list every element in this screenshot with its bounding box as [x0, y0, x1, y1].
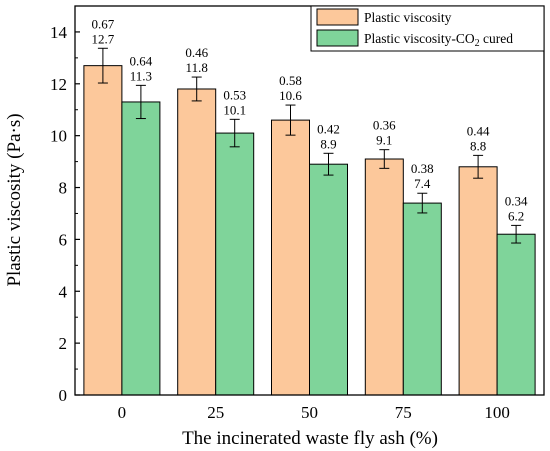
y-axis-title: Plastic viscosity (Pa·s) [4, 113, 25, 286]
legend-label-plastic-viscosity-co2-cured: Plastic viscosity-CO2 cured [364, 31, 513, 49]
bar-series2-50 [309, 163, 348, 396]
error-label-series2-100: 0.34 [505, 193, 528, 208]
x-axis-title: The incinerated waste fly ash (%) [182, 428, 438, 449]
error-label-series1-25: 0.46 [185, 45, 208, 60]
value-label-series2-0: 11.3 [130, 68, 152, 83]
x-tick-label-100: 100 [484, 403, 510, 422]
error-label-series2-75: 0.38 [411, 161, 434, 176]
y-tick-label-2: 2 [59, 334, 68, 353]
error-label-series2-25: 0.53 [223, 87, 246, 102]
bar-series1-25 [177, 88, 217, 396]
bar-series1-75 [364, 158, 404, 396]
plot-area: 0 2 4 6 8 10 12 14 0 12.70.67 11.30.64 25 11.80.46 10… [50, 16, 536, 422]
bar-series2-0 [121, 101, 161, 396]
error-label-series1-0: 0.67 [92, 16, 115, 31]
bar-series1-100 [458, 166, 498, 396]
error-label-series2-50: 0.42 [317, 121, 340, 136]
legend: Plastic viscosity Plastic viscosity-CO2 … [310, 5, 545, 52]
legend-swatch-plastic-viscosity-co2-cured [316, 29, 359, 47]
y-tick-label-0: 0 [59, 386, 68, 405]
bar-series2-100 [496, 233, 536, 396]
bar-series2-25 [215, 132, 255, 396]
value-label-series1-50: 10.6 [279, 88, 302, 103]
bar-series1-0 [83, 65, 123, 396]
legend-label-plastic-viscosity: Plastic viscosity [364, 10, 452, 25]
value-label-series1-0: 12.7 [92, 31, 115, 46]
x-tick-label-0: 0 [118, 403, 127, 422]
error-label-series1-75: 0.36 [373, 118, 396, 133]
x-tick-label-75: 75 [395, 403, 412, 422]
error-label-series2-0: 0.64 [130, 53, 153, 68]
x-tick-label-25: 25 [207, 403, 224, 422]
y-tick-label-6: 6 [59, 230, 68, 249]
value-label-series1-75: 9.1 [376, 133, 392, 148]
plot-frame [74, 5, 545, 396]
legend-label-main: Plastic viscosity-CO [364, 31, 475, 46]
value-label-series2-75: 7.4 [414, 176, 431, 191]
error-label-series1-100: 0.44 [467, 123, 490, 138]
value-label-series2-25: 10.1 [223, 102, 246, 117]
bar-series2-75 [402, 202, 442, 396]
value-label-series1-25: 11.8 [186, 60, 208, 75]
value-label-series2-100: 6.2 [508, 208, 524, 223]
legend-swatch-plastic-viscosity [316, 8, 359, 26]
y-tick-label-10: 10 [50, 127, 67, 146]
value-label-series2-50: 8.9 [320, 136, 336, 151]
error-label-series1-50: 0.58 [279, 73, 302, 88]
y-tick-label-12: 12 [50, 75, 67, 94]
y-tick-label-14: 14 [50, 23, 68, 42]
value-label-series1-100: 8.8 [470, 138, 486, 153]
legend-label-tail: cured [480, 31, 514, 46]
legend-label-subscript: 2 [475, 38, 480, 49]
x-tick-label-50: 50 [301, 403, 318, 422]
bar-series1-50 [271, 119, 310, 396]
y-tick-label-8: 8 [59, 179, 68, 198]
y-tick-label-4: 4 [59, 282, 68, 301]
